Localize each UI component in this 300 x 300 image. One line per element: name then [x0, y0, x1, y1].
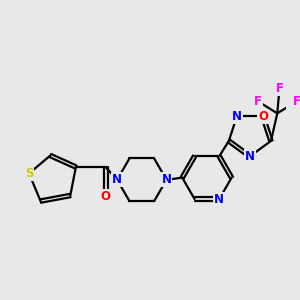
- Text: N: N: [112, 173, 122, 186]
- Text: S: S: [25, 167, 33, 180]
- Text: N: N: [214, 193, 224, 206]
- Text: F: F: [275, 82, 284, 95]
- Text: O: O: [258, 110, 268, 123]
- Text: N: N: [161, 173, 172, 186]
- Text: O: O: [100, 190, 111, 203]
- Text: N: N: [232, 110, 242, 123]
- Text: F: F: [292, 95, 300, 108]
- Text: F: F: [254, 95, 262, 108]
- Text: N: N: [245, 150, 255, 163]
